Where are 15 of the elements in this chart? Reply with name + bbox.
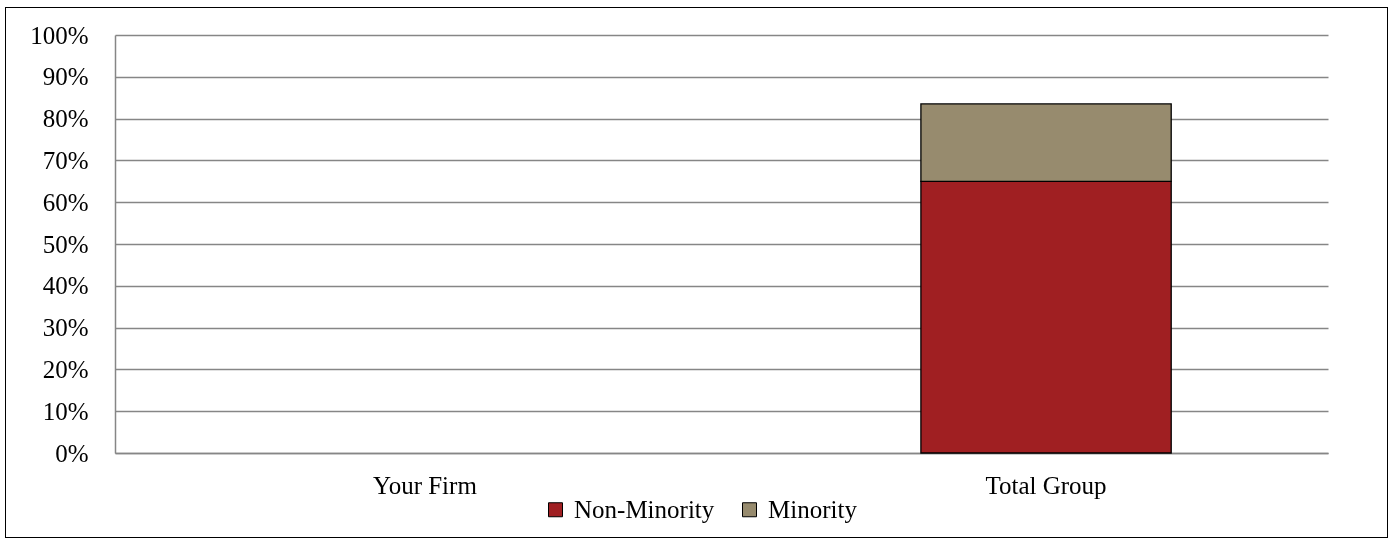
y-tick-label: 10% xyxy=(42,397,89,425)
legend-label: Minority xyxy=(768,495,858,523)
y-tick-label: 50% xyxy=(42,230,89,258)
y-tick-label: 70% xyxy=(42,146,89,174)
y-tick-label: 30% xyxy=(42,314,89,342)
y-tick-label: 80% xyxy=(42,105,89,133)
y-tick-label: 100% xyxy=(30,21,89,49)
y-tick-label: 0% xyxy=(55,439,89,467)
y-tick-label: 20% xyxy=(42,355,89,383)
legend-label: Non-Minority xyxy=(574,495,715,523)
y-tick-label: 90% xyxy=(42,63,89,91)
x-tick-label: Your Firm xyxy=(373,471,478,499)
y-tick-label: 60% xyxy=(42,188,89,216)
x-tick-label: Total Group xyxy=(985,471,1107,499)
y-tick-label: 40% xyxy=(42,272,89,300)
